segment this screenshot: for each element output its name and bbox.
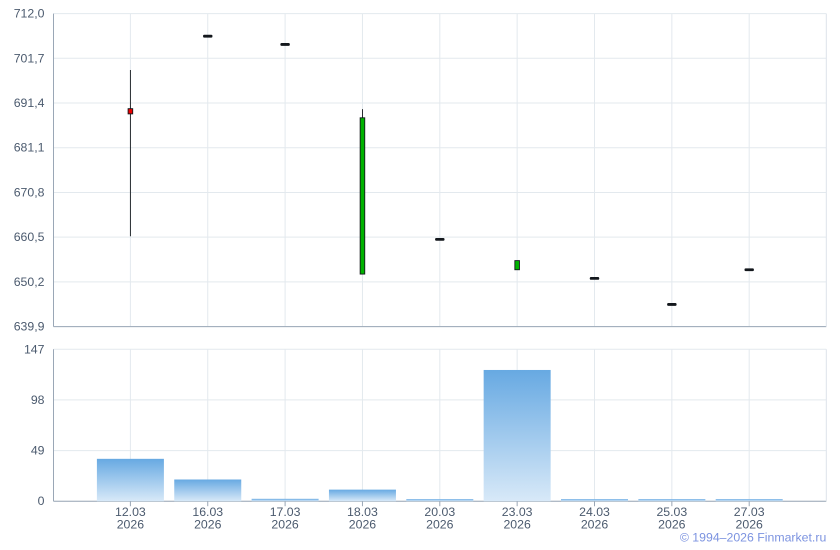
svg-text:© 1994–2026 Finmarket.ru: © 1994–2026 Finmarket.ru xyxy=(680,531,827,545)
svg-text:98: 98 xyxy=(31,393,45,407)
svg-text:650,2: 650,2 xyxy=(14,275,45,289)
svg-text:681,1: 681,1 xyxy=(14,141,45,155)
svg-text:660,5: 660,5 xyxy=(14,230,45,244)
svg-text:2026: 2026 xyxy=(194,517,222,531)
svg-text:2026: 2026 xyxy=(503,517,531,531)
svg-text:0: 0 xyxy=(38,494,45,508)
svg-text:691,4: 691,4 xyxy=(14,96,45,110)
svg-text:712,0: 712,0 xyxy=(14,7,45,21)
svg-text:2026: 2026 xyxy=(736,517,764,531)
svg-text:49: 49 xyxy=(31,444,45,458)
svg-text:2026: 2026 xyxy=(658,517,686,531)
svg-text:701,7: 701,7 xyxy=(14,51,45,65)
svg-text:670,8: 670,8 xyxy=(14,186,45,200)
svg-text:639,9: 639,9 xyxy=(14,320,45,334)
svg-text:2026: 2026 xyxy=(271,517,299,531)
svg-text:2026: 2026 xyxy=(117,517,145,531)
svg-text:147: 147 xyxy=(24,342,45,356)
svg-text:2026: 2026 xyxy=(426,517,454,531)
svg-text:2026: 2026 xyxy=(349,517,377,531)
svg-text:2026: 2026 xyxy=(581,517,609,531)
